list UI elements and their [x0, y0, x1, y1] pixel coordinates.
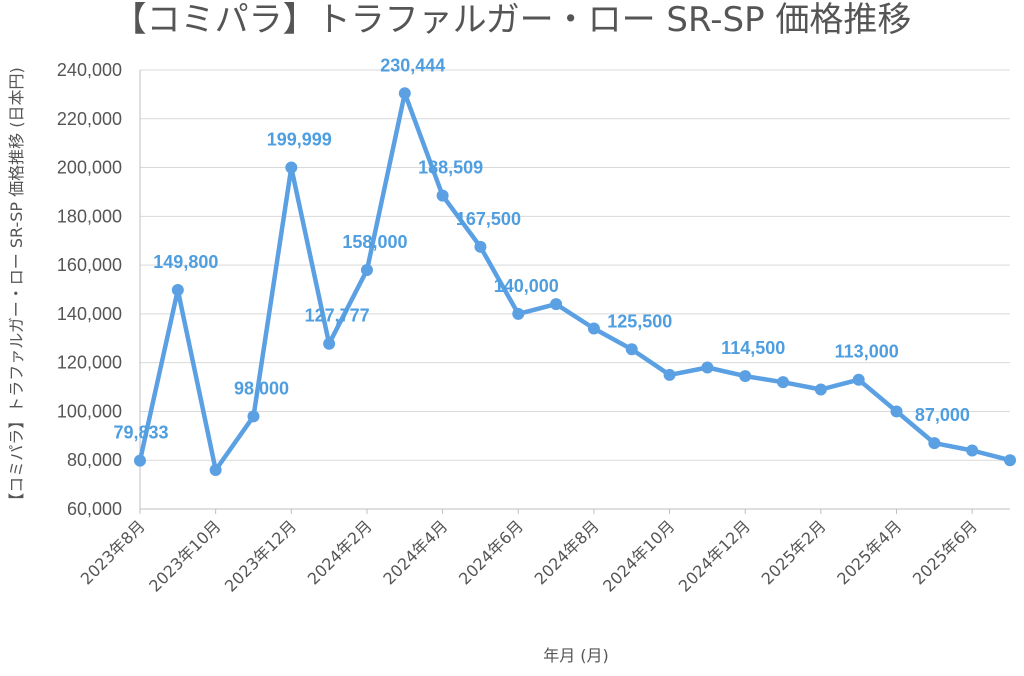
data-label: 188,509 [418, 158, 483, 178]
y-tick-label: 120,000 [57, 353, 122, 373]
series-line [137, 91, 1013, 473]
data-label: 127,777 [305, 306, 370, 326]
x-tick-label: 2025年2月 [758, 516, 830, 588]
data-point [398, 87, 411, 100]
x-tick-label: 2023年8月 [77, 516, 149, 588]
data-label: 87,000 [915, 405, 970, 425]
x-axis-title: 年月 (月) [543, 646, 609, 665]
x-tick-label: 2024年12月 [675, 516, 754, 595]
axes [139, 70, 1010, 514]
data-label: 98,000 [234, 378, 289, 398]
data-point [739, 370, 752, 383]
data-label: 140,000 [494, 276, 559, 296]
data-point [474, 240, 487, 253]
y-tick-label: 200,000 [57, 158, 122, 178]
data-point [587, 322, 600, 335]
data-point [550, 298, 563, 311]
data-point [209, 463, 222, 476]
data-point [436, 189, 449, 202]
data-point [701, 361, 714, 374]
series-points [134, 87, 1016, 476]
data-point [285, 161, 298, 174]
data-label: 230,444 [380, 55, 445, 75]
data-label: 113,000 [835, 342, 899, 362]
y-tick-label: 240,000 [57, 60, 122, 80]
x-tick-label: 2024年10月 [599, 516, 678, 595]
data-point [777, 376, 790, 389]
y-tick-label: 60,000 [67, 499, 122, 519]
data-point [134, 454, 146, 467]
data-label: 125,500 [607, 311, 672, 331]
data-point [360, 263, 373, 276]
data-label: 167,500 [456, 209, 521, 229]
y-tick-label: 80,000 [67, 450, 122, 470]
data-point [323, 337, 336, 350]
x-tick-label: 2025年4月 [833, 516, 905, 588]
x-tick-label: 2024年4月 [379, 516, 451, 588]
data-label: 149,800 [153, 252, 218, 272]
data-labels: 79,833 149,800 98,000 199,999 127,777 158,000… [113, 55, 969, 442]
data-label: 158,000 [342, 232, 407, 252]
y-tick-label: 180,000 [57, 206, 122, 226]
data-label: 79,833 [113, 423, 168, 443]
y-tick-label: 140,000 [57, 304, 122, 324]
x-tick-label: 2024年2月 [304, 516, 376, 588]
x-tick-label: 2024年6月 [455, 516, 527, 588]
data-point [512, 307, 525, 320]
data-point [171, 283, 184, 296]
data-point [247, 410, 260, 423]
data-point [625, 343, 638, 356]
data-point [1004, 454, 1016, 467]
y-tick-label: 220,000 [57, 109, 122, 129]
data-point [663, 368, 676, 381]
series-line-path [137, 91, 1013, 473]
data-point [966, 444, 979, 457]
x-tick-label: 2024年8月 [531, 516, 603, 588]
x-tick-label: 2023年12月 [221, 516, 300, 595]
data-label: 114,500 [721, 338, 785, 358]
data-point [928, 437, 941, 450]
data-point [852, 373, 865, 386]
data-label: 199,999 [267, 130, 332, 150]
grid-lines [140, 69, 1010, 461]
x-tick-label: 2023年10月 [145, 516, 224, 595]
x-tick-label: 2025年6月 [909, 516, 981, 588]
data-point [814, 383, 827, 396]
y-axis-title: 【コミパラ】トラファルガー・ロー SR-SP 価格推移 (日本円) [7, 67, 26, 508]
y-tick-labels: 60,000 80,000 100,000 120,000 140,000 160,000… [57, 60, 122, 519]
y-tick-label: 160,000 [57, 255, 122, 275]
chart-title: 【コミパラ】トラファルガー・ロー SR-SP 価格推移 [112, 0, 912, 40]
data-point [890, 405, 903, 418]
y-tick-label: 100,000 [57, 401, 122, 421]
